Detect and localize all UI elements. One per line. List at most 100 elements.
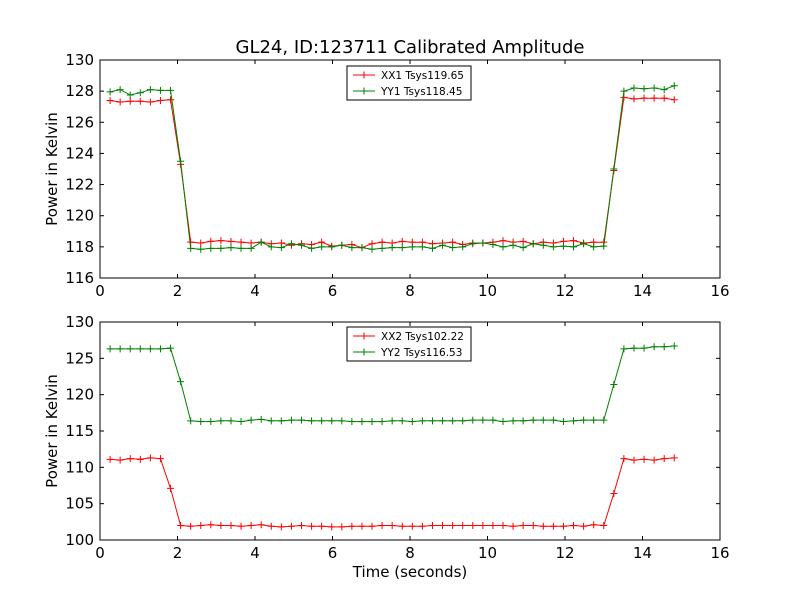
data-point-marker [257, 521, 265, 529]
data-point-marker [650, 456, 658, 464]
data-point-marker [610, 489, 618, 497]
legend-swatch-marker [360, 348, 368, 356]
data-point-marker [378, 238, 386, 246]
x-tick-label: 8 [405, 282, 415, 300]
legend-swatch-marker [360, 71, 368, 79]
data-point-marker [559, 242, 567, 250]
data-point-marker [318, 417, 326, 425]
data-point-marker [378, 521, 386, 529]
data-point-marker [358, 522, 366, 530]
data-point-marker [187, 244, 195, 252]
data-point-marker [267, 522, 275, 530]
y-tick-label: 120 [65, 207, 94, 225]
data-point-marker [378, 244, 386, 252]
data-point-marker [640, 85, 648, 93]
x-tick-label: 4 [250, 282, 260, 300]
data-point-marker [177, 157, 185, 165]
data-point-marker [338, 417, 346, 425]
data-point-marker [660, 94, 668, 102]
data-point-marker [489, 241, 497, 249]
x-axis-label: Time (seconds) [352, 563, 468, 581]
data-point-marker [630, 95, 638, 103]
y-axis-label: Power in Kelvin [43, 374, 61, 488]
data-point-marker [479, 239, 487, 247]
x-tick-label: 6 [328, 282, 338, 300]
data-point-marker [298, 416, 305, 424]
data-point-marker [499, 237, 507, 245]
data-point-marker [670, 96, 678, 104]
data-point-marker [277, 417, 285, 425]
data-point-marker [106, 96, 114, 104]
data-point-marker [328, 523, 336, 531]
data-point-marker [499, 521, 507, 529]
data-point-marker [368, 522, 376, 530]
data-point-marker [146, 454, 154, 462]
data-point-marker [227, 244, 235, 252]
data-point-marker [590, 416, 598, 424]
data-point-marker [549, 416, 557, 424]
data-point-marker [207, 418, 215, 426]
data-point-marker [529, 521, 537, 529]
data-point-marker [116, 456, 124, 464]
data-point-marker [126, 455, 134, 463]
data-point-marker [267, 417, 275, 425]
data-point-marker [388, 521, 396, 529]
y-tick-label: 130 [65, 51, 94, 69]
data-point-marker [590, 521, 598, 529]
data-point-marker [539, 522, 547, 530]
data-point-marker [217, 521, 225, 529]
bottom-subplot: 0 2 4 6 8 10 12 14 16 100 105 110 115 120 125 130 Power … [43, 313, 730, 581]
data-point-marker [640, 455, 648, 463]
data-point-marker [287, 522, 295, 530]
data-point-marker [126, 345, 134, 353]
data-point-marker [308, 244, 316, 252]
data-point-marker [167, 344, 175, 352]
data-point-marker [408, 418, 416, 426]
chart-title: GL24, ID:123711 Calibrated Amplitude [236, 37, 585, 58]
data-point-marker [146, 98, 154, 106]
data-point-marker [590, 243, 598, 251]
data-point-marker [348, 522, 356, 530]
data-point-marker [187, 522, 195, 530]
data-point-marker [197, 521, 205, 529]
data-point-marker [136, 89, 144, 97]
data-point-marker [519, 244, 527, 252]
data-point-marker [308, 522, 316, 530]
data-point-marker [559, 522, 567, 530]
y-tick-label: 130 [65, 313, 94, 331]
legend-box [346, 326, 472, 362]
legend-swatch-marker [360, 332, 368, 340]
data-point-marker [247, 244, 255, 252]
data-point-marker [328, 417, 336, 425]
data-point-marker [630, 344, 638, 352]
data-point-marker [570, 417, 578, 425]
data-point-marker [580, 416, 588, 424]
x-tick-label: 0 [95, 282, 105, 300]
y-tick-label: 125 [65, 349, 94, 367]
data-point-marker [660, 343, 668, 351]
data-point-marker [116, 86, 124, 94]
data-point-marker [509, 241, 517, 249]
data-point-marker [257, 238, 265, 246]
data-point-marker [408, 522, 416, 530]
x-tick-label: 14 [633, 544, 652, 562]
data-point-marker [348, 418, 356, 426]
data-point-marker [439, 521, 447, 529]
data-point-marker [509, 417, 517, 425]
data-point-marker [559, 418, 567, 426]
legend-box [346, 65, 472, 101]
data-point-marker [207, 521, 215, 529]
data-point-marker [398, 417, 406, 425]
data-point-marker [116, 345, 124, 353]
legend: XX2 Tsys102.22 YY2 Tsys116.53 [346, 326, 472, 362]
data-point-marker [549, 522, 557, 530]
data-point-marker [237, 238, 245, 246]
data-point-marker [549, 243, 557, 251]
data-point-marker [620, 93, 628, 101]
data-point-marker [600, 521, 608, 529]
y-tick-label: 110 [65, 458, 94, 476]
x-tick-label: 12 [555, 544, 574, 562]
data-point-marker [449, 244, 457, 252]
x-tick-label: 4 [250, 544, 260, 562]
data-point-marker [227, 417, 235, 425]
